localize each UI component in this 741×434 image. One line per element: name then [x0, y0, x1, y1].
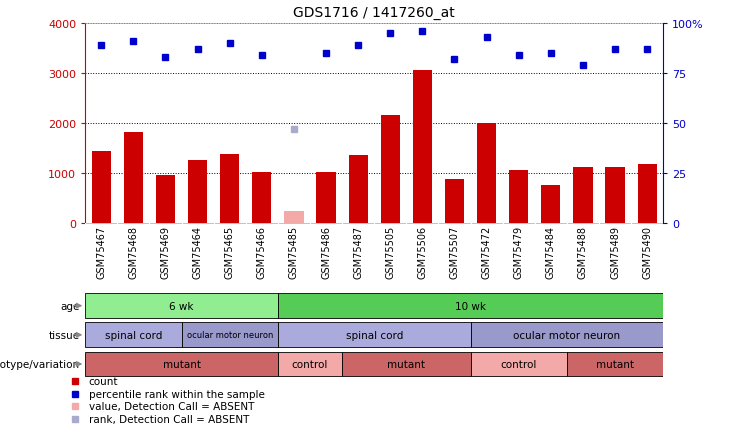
Text: GSM75488: GSM75488	[578, 225, 588, 278]
Text: ocular motor neuron: ocular motor neuron	[514, 330, 620, 340]
FancyBboxPatch shape	[278, 293, 663, 319]
Bar	[348, 155, 368, 223]
Text: GSM75506: GSM75506	[417, 225, 428, 278]
Text: GSM75467: GSM75467	[96, 225, 106, 278]
Bar	[637, 165, 657, 223]
Text: tissue: tissue	[48, 330, 79, 340]
Bar	[124, 133, 143, 223]
Text: rank, Detection Call = ABSENT: rank, Detection Call = ABSENT	[89, 414, 249, 424]
Text: GSM75487: GSM75487	[353, 225, 363, 278]
Text: mutant: mutant	[388, 359, 425, 369]
Text: 10 wk: 10 wk	[455, 301, 486, 311]
FancyBboxPatch shape	[85, 352, 278, 377]
Bar	[509, 170, 528, 223]
Bar	[156, 175, 175, 223]
FancyBboxPatch shape	[85, 293, 278, 319]
Bar	[605, 167, 625, 223]
Text: spinal cord: spinal cord	[345, 330, 403, 340]
Text: GSM75486: GSM75486	[321, 225, 331, 278]
Text: GSM75469: GSM75469	[161, 225, 170, 278]
Bar	[220, 155, 239, 223]
Bar	[477, 123, 496, 223]
FancyBboxPatch shape	[182, 322, 278, 348]
FancyBboxPatch shape	[471, 322, 663, 348]
Bar	[92, 152, 111, 223]
Text: count: count	[89, 376, 119, 386]
FancyBboxPatch shape	[471, 352, 567, 377]
FancyBboxPatch shape	[342, 352, 471, 377]
FancyBboxPatch shape	[278, 352, 342, 377]
FancyBboxPatch shape	[278, 322, 471, 348]
Text: mutant: mutant	[162, 359, 201, 369]
Text: control: control	[500, 359, 537, 369]
Text: GSM75479: GSM75479	[514, 225, 524, 278]
Text: mutant: mutant	[596, 359, 634, 369]
FancyBboxPatch shape	[567, 352, 663, 377]
Text: control: control	[292, 359, 328, 369]
Text: percentile rank within the sample: percentile rank within the sample	[89, 389, 265, 399]
Text: GSM75489: GSM75489	[610, 225, 620, 278]
Text: GSM75485: GSM75485	[289, 225, 299, 278]
Bar	[252, 173, 271, 223]
Text: GSM75464: GSM75464	[193, 225, 202, 278]
Text: GSM75468: GSM75468	[128, 225, 139, 278]
Bar	[285, 212, 304, 223]
Text: GSM75507: GSM75507	[450, 225, 459, 278]
Text: GSM75505: GSM75505	[385, 225, 395, 278]
Text: GSM75465: GSM75465	[225, 225, 235, 278]
Text: value, Detection Call = ABSENT: value, Detection Call = ABSENT	[89, 401, 254, 411]
Bar	[541, 186, 560, 223]
Bar	[381, 116, 400, 223]
Text: GSM75490: GSM75490	[642, 225, 652, 278]
Bar	[445, 179, 464, 223]
Bar	[188, 160, 207, 223]
FancyBboxPatch shape	[85, 322, 182, 348]
Bar	[574, 167, 593, 223]
Text: 6 wk: 6 wk	[169, 301, 194, 311]
Title: GDS1716 / 1417260_at: GDS1716 / 1417260_at	[293, 6, 455, 20]
Text: GSM75466: GSM75466	[257, 225, 267, 278]
Text: GSM75472: GSM75472	[482, 225, 491, 278]
Text: spinal cord: spinal cord	[104, 330, 162, 340]
Text: ocular motor neuron: ocular motor neuron	[187, 331, 273, 339]
Text: age: age	[60, 301, 79, 311]
Bar	[413, 71, 432, 223]
Bar	[316, 173, 336, 223]
Text: GSM75484: GSM75484	[546, 225, 556, 278]
Text: genotype/variation: genotype/variation	[0, 359, 79, 369]
